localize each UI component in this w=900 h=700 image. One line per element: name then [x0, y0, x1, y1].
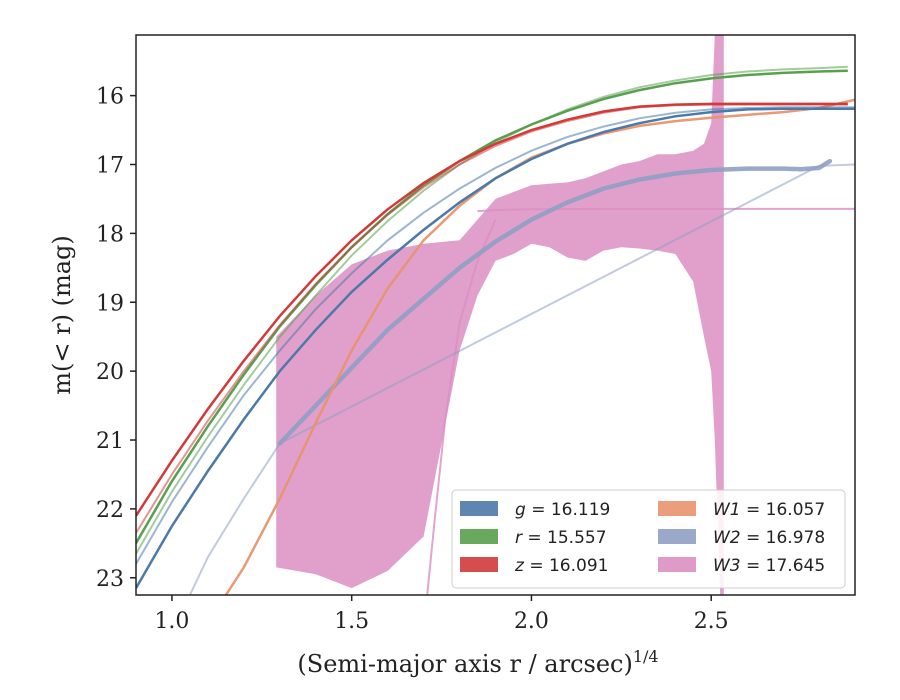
y-tick-label: 21 [96, 429, 124, 454]
y-tick-label: 18 [96, 222, 124, 247]
y-axis-label: m(< r) (mag) [48, 235, 76, 394]
legend-frame [451, 489, 846, 589]
legend-label-r: r = 15.557 [515, 528, 607, 548]
series-r-line [136, 69, 848, 544]
legend-swatch-w3 [658, 557, 696, 572]
y-tick-label: 17 [96, 153, 124, 178]
y-tick-label: 16 [96, 85, 124, 110]
legend-swatch-z [460, 557, 498, 572]
legend-label-g: g = 16.119 [515, 500, 610, 520]
plot-area [136, 35, 855, 595]
legend-swatch-r [460, 529, 498, 544]
legend: g = 16.119 r = 15.557 z = 16.091 W1 = 16.05… [451, 489, 846, 589]
axis-ticks: 1.0 1.5 2.0 2.5 16 17 18 19 20 21 22 23 [96, 85, 729, 634]
y-tick-label: 19 [96, 291, 124, 316]
x-tick-label: 2.0 [514, 609, 549, 634]
legend-swatch-g [460, 501, 498, 516]
legend-swatch-w2 [658, 529, 696, 544]
series-g-model [136, 106, 855, 565]
x-tick-label: 2.5 [694, 609, 729, 634]
y-tick-label: 22 [96, 498, 124, 523]
series-w3-model [477, 207, 855, 213]
legend-label-w2: W2 = 16.978 [713, 528, 825, 548]
plot-frame [135, 34, 856, 596]
x-axis-label: (Semi-major axis r / arcsec)1/4 [297, 647, 658, 678]
series-w3-band [276, 35, 724, 595]
legend-label-w1: W1 = 16.057 [713, 500, 825, 520]
y-tick-label: 20 [96, 360, 124, 385]
legend-swatch-w1 [658, 501, 696, 516]
y-tick-label: 23 [96, 567, 124, 592]
series-g-line [136, 107, 855, 589]
series-w1-line [224, 98, 855, 595]
x-tick-label: 1.0 [154, 609, 189, 634]
legend-label-z: z = 16.091 [514, 556, 608, 576]
series-w2-line [277, 158, 833, 446]
series-z-line [136, 102, 848, 517]
x-tick-label: 1.5 [334, 609, 369, 634]
legend-label-w3: W3 = 17.645 [713, 556, 825, 576]
